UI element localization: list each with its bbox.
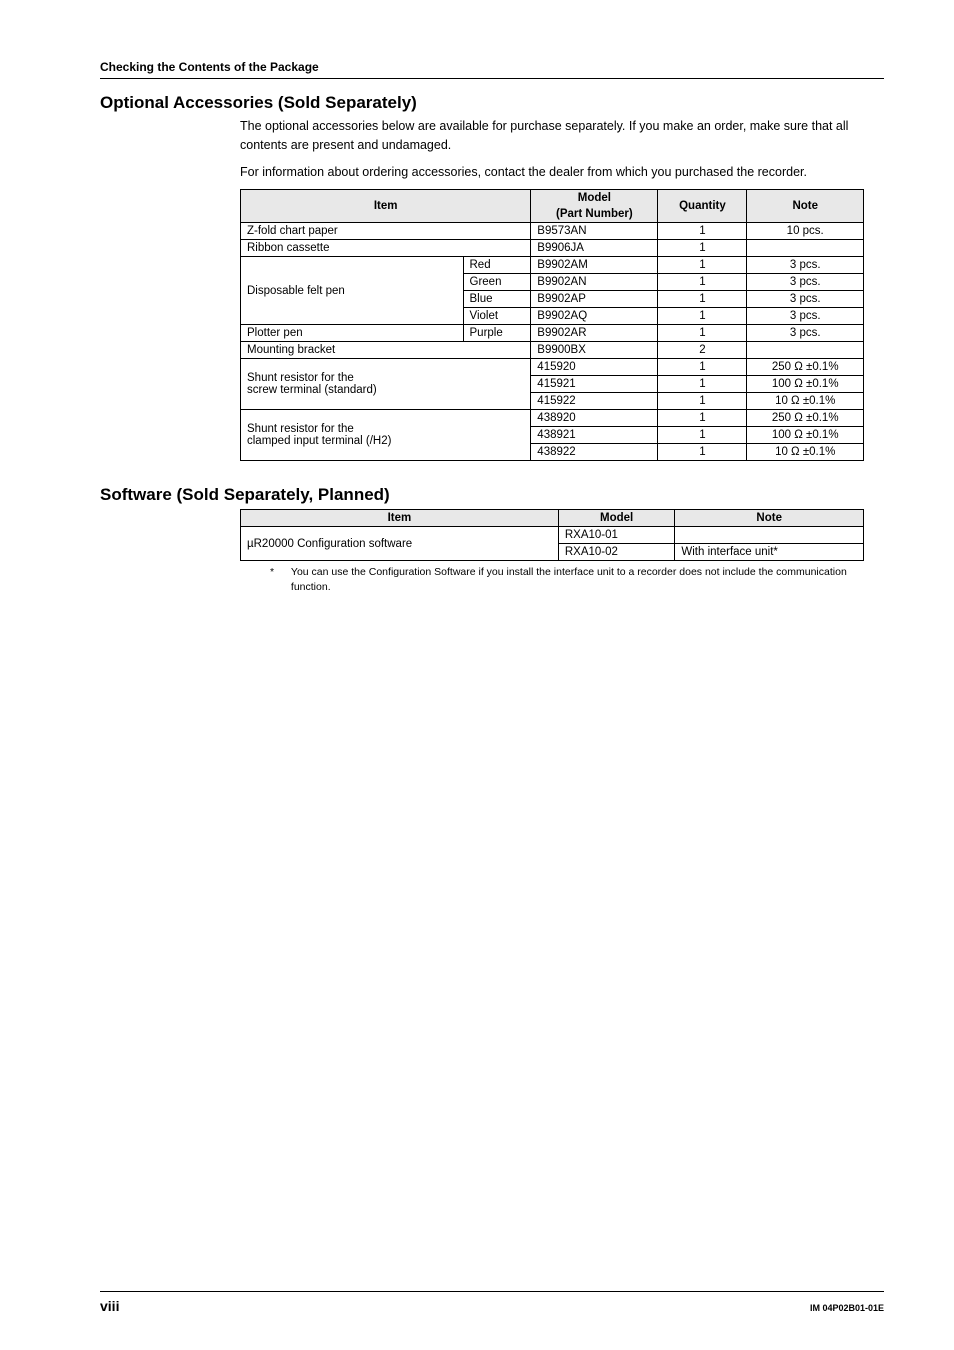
cell-qty: 2	[658, 342, 747, 359]
table-row: Z-fold chart paper B9573AN 1 10 pcs.	[241, 223, 864, 240]
page-footer: viii IM 04P02B01-01E	[100, 1291, 884, 1314]
th-model: Model	[558, 510, 675, 527]
cell-note: 3 pcs.	[747, 274, 864, 291]
section1-para1: The optional accessories below are avail…	[240, 117, 864, 155]
cell-note: 250 Ω ±0.1%	[747, 410, 864, 427]
footer-rule	[100, 1291, 884, 1292]
table-row: Mounting bracket B9900BX 2	[241, 342, 864, 359]
cell-model: B9902AP	[531, 291, 658, 308]
section2-title: Software (Sold Separately, Planned)	[100, 485, 884, 505]
cell-note: 250 Ω ±0.1%	[747, 359, 864, 376]
cell-qty: 1	[658, 308, 747, 325]
cell-note: With interface unit*	[675, 544, 864, 561]
cell-qty: 1	[658, 393, 747, 410]
th-qty: Quantity	[658, 190, 747, 223]
th-note: Note	[675, 510, 864, 527]
cell-item: Mounting bracket	[241, 342, 531, 359]
cell-sub: Purple	[463, 325, 531, 342]
cell-qty: 1	[658, 444, 747, 461]
th-item: Item	[241, 190, 531, 223]
cell-qty: 1	[658, 410, 747, 427]
accessories-table: Item Model Quantity Note (Part Number) Z…	[240, 189, 864, 461]
cell-note: 3 pcs.	[747, 308, 864, 325]
cell-model: B9902AM	[531, 257, 658, 274]
cell-model: B9906JA	[531, 240, 658, 257]
cell-note	[747, 240, 864, 257]
cell-model: 438920	[531, 410, 658, 427]
cell-qty: 1	[658, 223, 747, 240]
cell-qty: 1	[658, 291, 747, 308]
cell-qty: 1	[658, 274, 747, 291]
cell-sub: Violet	[463, 308, 531, 325]
cell-model: B9900BX	[531, 342, 658, 359]
running-header: Checking the Contents of the Package	[100, 60, 884, 74]
cell-model: B9902AN	[531, 274, 658, 291]
cell-model: 438921	[531, 427, 658, 444]
table-row: Shunt resistor for the clamped input ter…	[241, 410, 864, 427]
cell-note: 3 pcs.	[747, 257, 864, 274]
cell-note: 10 Ω ±0.1%	[747, 393, 864, 410]
table-row: Disposable felt pen Red B9902AM 1 3 pcs.	[241, 257, 864, 274]
cell-note	[747, 342, 864, 359]
cell-model: RXA10-01	[558, 527, 675, 544]
cell-model: B9573AN	[531, 223, 658, 240]
header-rule	[100, 78, 884, 79]
cell-sub: Red	[463, 257, 531, 274]
cell-model: 415921	[531, 376, 658, 393]
cell-qty: 1	[658, 240, 747, 257]
cell-model: B9902AR	[531, 325, 658, 342]
cell-qty: 1	[658, 325, 747, 342]
cell-note: 3 pcs.	[747, 291, 864, 308]
cell-item: µR20000 Configuration software	[241, 527, 559, 561]
cell-note	[675, 527, 864, 544]
section1-title: Optional Accessories (Sold Separately)	[100, 93, 884, 113]
cell-qty: 1	[658, 359, 747, 376]
cell-note: 100 Ω ±0.1%	[747, 376, 864, 393]
cell-qty: 1	[658, 257, 747, 274]
cell-item: Plotter pen	[241, 325, 464, 342]
table-header-row: Item Model Quantity Note	[241, 190, 864, 207]
cell-model: RXA10-02	[558, 544, 675, 561]
table-row: Plotter pen Purple B9902AR 1 3 pcs.	[241, 325, 864, 342]
cell-model: B9902AQ	[531, 308, 658, 325]
doc-code: IM 04P02B01-01E	[810, 1303, 884, 1313]
cell-note: 3 pcs.	[747, 325, 864, 342]
th-item: Item	[241, 510, 559, 527]
cell-model: 415922	[531, 393, 658, 410]
table-row: µR20000 Configuration software RXA10-01	[241, 527, 864, 544]
footnote-star: *	[270, 565, 288, 580]
footnote-text: You can use the Configuration Software i…	[291, 565, 863, 594]
software-table: Item Model Note µR20000 Configuration so…	[240, 509, 864, 561]
cell-note: 100 Ω ±0.1%	[747, 427, 864, 444]
cell-item: Ribbon cassette	[241, 240, 531, 257]
cell-item: Shunt resistor for the clamped input ter…	[241, 410, 531, 461]
table-row: Shunt resistor for the screw terminal (s…	[241, 359, 864, 376]
cell-item: Shunt resistor for the screw terminal (s…	[241, 359, 531, 410]
th-model: Model	[531, 190, 658, 207]
section1-para2: For information about ordering accessori…	[240, 163, 864, 182]
cell-note: 10 pcs.	[747, 223, 864, 240]
cell-qty: 1	[658, 376, 747, 393]
table-header-row: Item Model Note	[241, 510, 864, 527]
th-note: Note	[747, 190, 864, 223]
footnote: * You can use the Configuration Software…	[270, 565, 864, 594]
cell-sub: Blue	[463, 291, 531, 308]
cell-sub: Green	[463, 274, 531, 291]
cell-model: 438922	[531, 444, 658, 461]
cell-item: Z-fold chart paper	[241, 223, 531, 240]
cell-item: Disposable felt pen	[241, 257, 464, 325]
page-number: viii	[100, 1298, 119, 1314]
cell-model: 415920	[531, 359, 658, 376]
cell-note: 10 Ω ±0.1%	[747, 444, 864, 461]
cell-qty: 1	[658, 427, 747, 444]
table-row: Ribbon cassette B9906JA 1	[241, 240, 864, 257]
th-partnumber: (Part Number)	[531, 206, 658, 223]
